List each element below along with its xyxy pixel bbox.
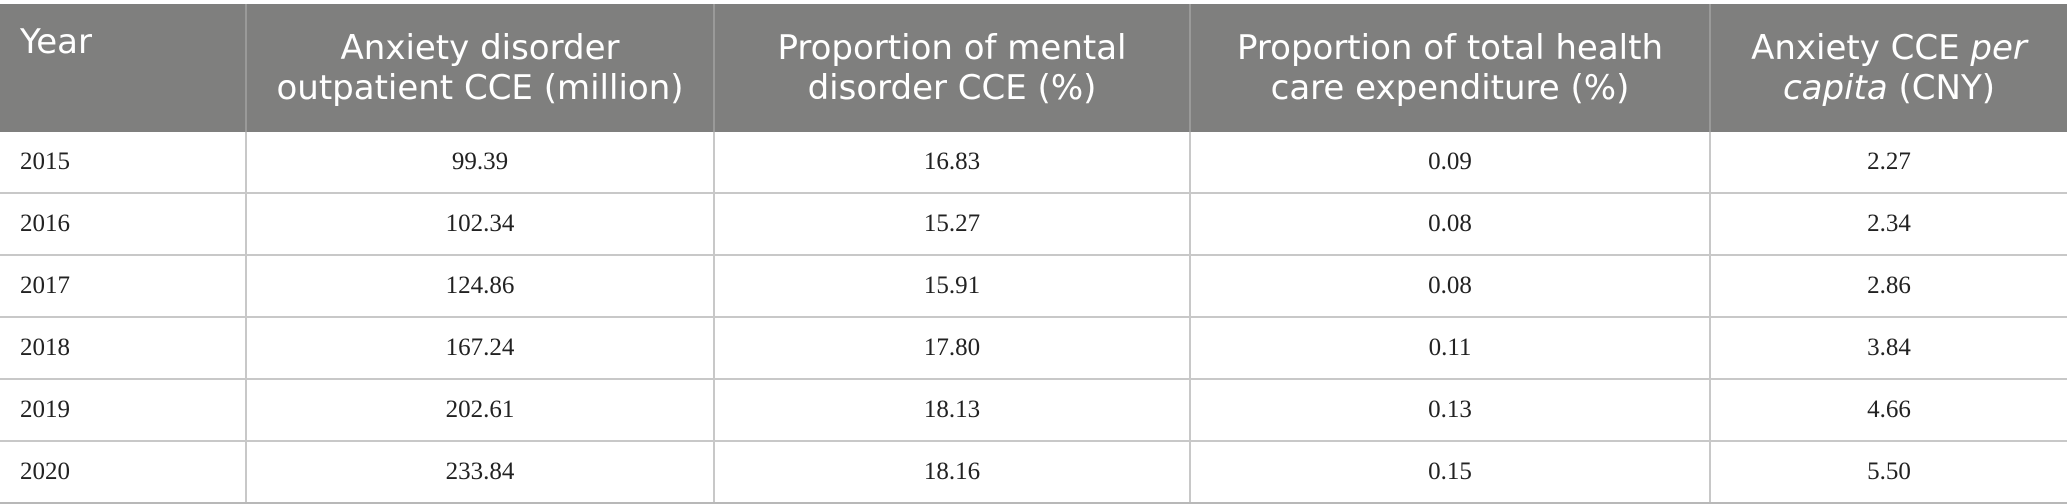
cell-mental-proportion: 18.16: [714, 441, 1191, 504]
data-table-container: Year Anxiety disorder outpatient CCE (mi…: [0, 4, 2067, 504]
cell-outpatient-cce: 202.61: [246, 379, 715, 442]
cell-total-proportion: 0.13: [1190, 379, 1711, 442]
header-per-capita-part1: Anxiety CCE: [1751, 28, 1971, 68]
table-row: 2017 124.86 15.91 0.08 2.86: [0, 255, 2067, 318]
cell-outpatient-cce: 233.84: [246, 441, 715, 504]
cell-year: 2019: [0, 379, 247, 442]
cell-outpatient-cce: 99.39: [246, 132, 715, 194]
cell-mental-proportion: 18.13: [714, 379, 1191, 442]
cell-per-capita: 5.50: [1710, 441, 2067, 504]
cell-per-capita: 3.84: [1710, 317, 2067, 380]
table-row: 2015 99.39 16.83 0.09 2.27: [0, 132, 2067, 194]
cell-total-proportion: 0.15: [1190, 441, 1711, 504]
cell-mental-proportion: 15.91: [714, 255, 1191, 318]
table-body: 2015 99.39 16.83 0.09 2.27 2016 102.34 1…: [0, 132, 2067, 504]
table-header: Year Anxiety disorder outpatient CCE (mi…: [0, 4, 2067, 132]
header-row: Year Anxiety disorder outpatient CCE (mi…: [0, 4, 2067, 132]
cell-year: 2016: [0, 193, 247, 256]
header-outpatient-cce: Anxiety disorder outpatient CCE (million…: [246, 4, 715, 132]
table-row: 2018 167.24 17.80 0.11 3.84: [0, 317, 2067, 380]
cell-year: 2015: [0, 132, 247, 194]
cell-total-proportion: 0.08: [1190, 193, 1711, 256]
header-per-capita-italic: per capita: [1782, 28, 2027, 108]
table-row: 2020 233.84 18.16 0.15 5.50: [0, 441, 2067, 504]
cell-year: 2020: [0, 441, 247, 504]
cell-per-capita: 2.27: [1710, 132, 2067, 194]
header-mental-disorder-proportion: Proportion of mental disorder CCE (%): [714, 4, 1191, 132]
cell-total-proportion: 0.11: [1190, 317, 1711, 380]
cell-year: 2017: [0, 255, 247, 318]
cell-mental-proportion: 17.80: [714, 317, 1191, 380]
cell-mental-proportion: 16.83: [714, 132, 1191, 194]
header-per-capita-part3: (CNY): [1887, 68, 1995, 108]
cell-per-capita: 2.86: [1710, 255, 2067, 318]
cell-outpatient-cce: 124.86: [246, 255, 715, 318]
header-per-capita-cce: Anxiety CCE per capita (CNY): [1710, 4, 2067, 132]
cell-total-proportion: 0.09: [1190, 132, 1711, 194]
cell-outpatient-cce: 167.24: [246, 317, 715, 380]
cell-total-proportion: 0.08: [1190, 255, 1711, 318]
cell-mental-proportion: 15.27: [714, 193, 1191, 256]
anxiety-cce-table: Year Anxiety disorder outpatient CCE (mi…: [0, 4, 2067, 504]
cell-year: 2018: [0, 317, 247, 380]
cell-outpatient-cce: 102.34: [246, 193, 715, 256]
header-total-expenditure-proportion: Proportion of total health care expendit…: [1190, 4, 1711, 132]
table-row: 2016 102.34 15.27 0.08 2.34: [0, 193, 2067, 256]
cell-per-capita: 4.66: [1710, 379, 2067, 442]
cell-per-capita: 2.34: [1710, 193, 2067, 256]
header-year: Year: [0, 4, 247, 132]
table-row: 2019 202.61 18.13 0.13 4.66: [0, 379, 2067, 442]
